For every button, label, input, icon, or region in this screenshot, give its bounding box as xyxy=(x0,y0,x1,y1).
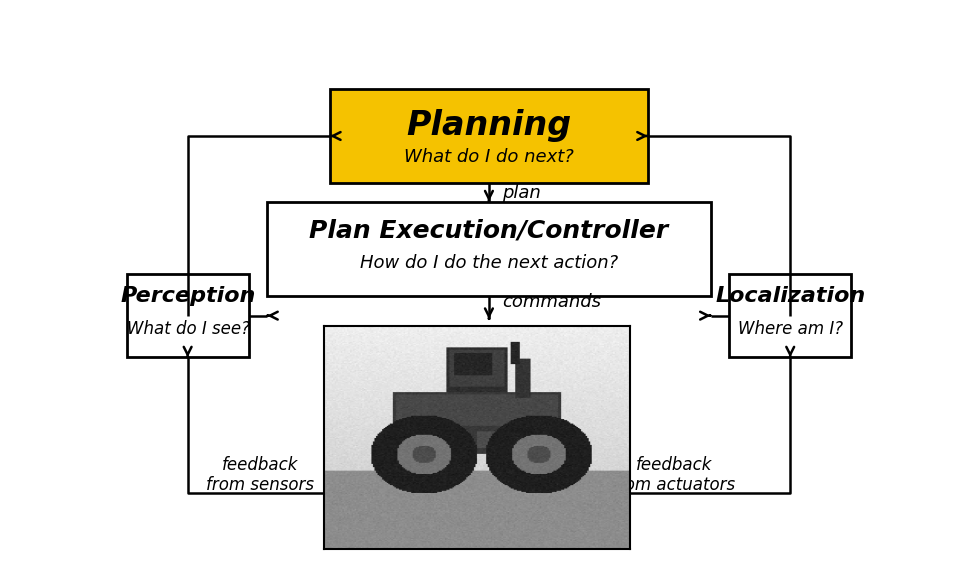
Bar xyxy=(267,201,710,296)
Bar xyxy=(330,89,647,183)
Text: What do I see?: What do I see? xyxy=(127,320,250,338)
Text: feedback
from sensors: feedback from sensors xyxy=(206,456,314,494)
Bar xyxy=(728,274,850,357)
Text: Plan Execution/Controller: Plan Execution/Controller xyxy=(309,219,668,243)
Text: Planning: Planning xyxy=(406,109,571,142)
Text: What do I do next?: What do I do next? xyxy=(404,149,573,166)
Text: Localization: Localization xyxy=(715,286,864,306)
Text: feedback
from actuators: feedback from actuators xyxy=(612,456,735,494)
Text: How do I do the next action?: How do I do the next action? xyxy=(359,254,618,272)
Bar xyxy=(127,274,249,357)
Text: Where am I?: Where am I? xyxy=(738,320,842,338)
Text: plan: plan xyxy=(501,184,540,203)
Text: Perception: Perception xyxy=(120,286,255,306)
Text: commands: commands xyxy=(501,294,600,311)
